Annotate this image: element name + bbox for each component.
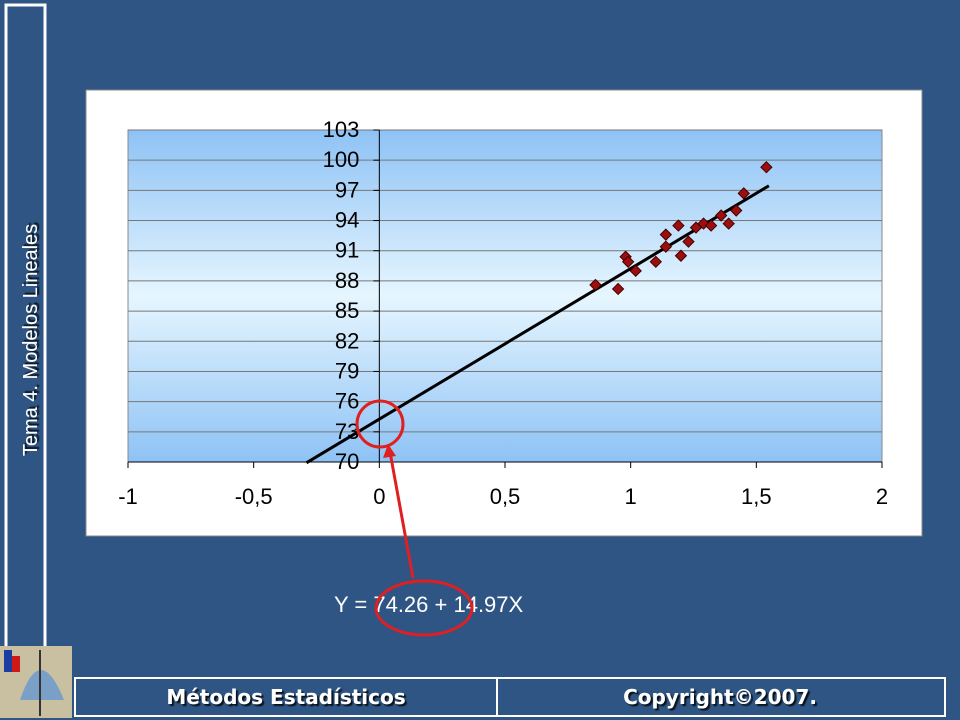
y-tick-label: 97 [335, 177, 359, 202]
footer-left: Métodos Estadísticos [166, 685, 405, 709]
point [730, 204, 743, 217]
x-tick-label: -1 [118, 484, 138, 509]
point [621, 255, 635, 269]
highlight-circle [374, 579, 474, 637]
y-tick-label: 91 [335, 238, 359, 263]
footer-frame [74, 677, 946, 717]
plot-area [127, 129, 883, 463]
point [659, 228, 673, 241]
y-tick-label: 103 [323, 117, 360, 142]
y-tick-label: 82 [335, 328, 359, 353]
y-tick-label: 85 [335, 298, 359, 323]
x-tick-label: 0 [373, 484, 385, 509]
logo [0, 646, 72, 718]
point [704, 219, 718, 232]
sidebar-title: Tema 4. Modelos Lineales [20, 224, 42, 456]
y-tick-label: 100 [323, 147, 360, 172]
x-tick-label: 1,5 [741, 484, 772, 509]
annotation: Y = 74.26 + 14.97X [334, 592, 524, 617]
arrow-line [388, 451, 415, 579]
y-tick-label: 88 [335, 268, 359, 293]
y-tick-label: 79 [335, 358, 359, 383]
point [682, 235, 695, 248]
fit-line [305, 184, 770, 465]
arrow-head [383, 444, 396, 458]
x-tick-label: 0,5 [490, 484, 521, 509]
x-tick-label: 2 [876, 484, 888, 509]
intercept-circle [355, 399, 405, 449]
point [722, 217, 735, 230]
point [737, 187, 750, 200]
point [714, 209, 728, 222]
point [629, 264, 642, 278]
point [760, 161, 773, 174]
point [611, 282, 625, 296]
point [649, 255, 663, 269]
point [589, 278, 602, 292]
x-tick-label: 1 [625, 484, 637, 509]
y-tick-label: 94 [335, 208, 359, 233]
point [672, 219, 685, 232]
x-tick-label: -0,5 [235, 484, 273, 509]
point [674, 249, 688, 262]
footer-right: Copyright©2007. [623, 685, 817, 709]
y-tick-label: 76 [335, 389, 359, 414]
point [659, 240, 673, 253]
